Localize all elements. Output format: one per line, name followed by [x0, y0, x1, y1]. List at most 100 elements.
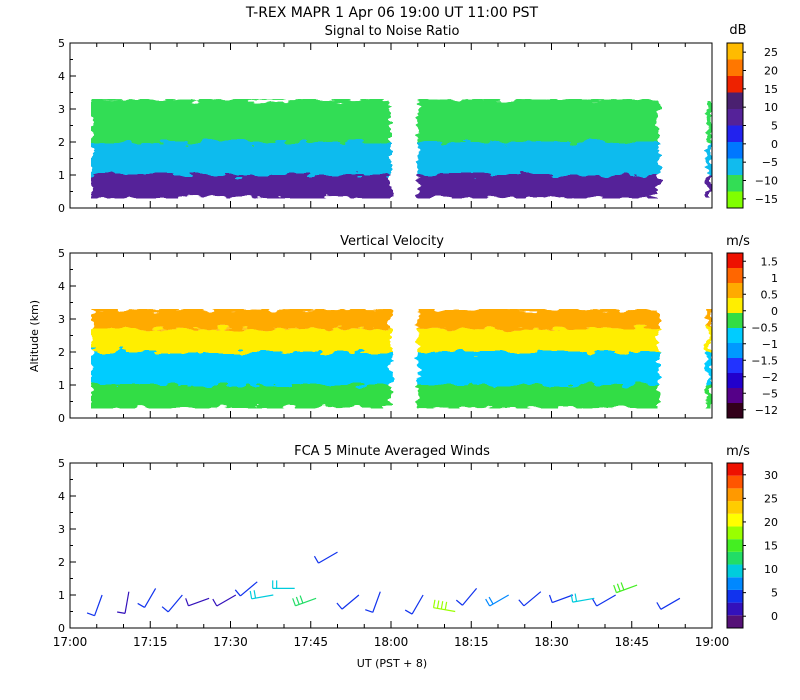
colorbar-swatch: [727, 109, 743, 126]
wind-barb-flag: [161, 606, 169, 613]
colorbar-swatch: [727, 191, 743, 208]
colorbar-label: −1.5: [751, 354, 778, 367]
x-axis-label: UT (PST + 8): [357, 657, 427, 670]
colorbar-swatch: [727, 602, 743, 616]
wind-barb: [365, 591, 381, 613]
snr-level-band: [91, 99, 392, 109]
colorbar-swatch: [727, 589, 743, 603]
vv-level-band: [417, 352, 659, 385]
wind-x-ticks: [69, 463, 713, 628]
time-tick-label: 17:00: [53, 635, 88, 649]
wind-barb-flag: [185, 598, 189, 607]
wind-barb-shaft: [295, 597, 317, 607]
wind-barb-flag: [616, 583, 621, 592]
snr-level-band: [417, 99, 659, 109]
y-tick-label: 5: [58, 37, 65, 50]
colorbar-swatch: [727, 43, 743, 60]
wind-barb-shaft: [616, 584, 638, 594]
time-tick-label: 18:30: [534, 635, 569, 649]
wind-barb-flag: [365, 609, 373, 613]
colorbar-label: −1: [762, 338, 778, 351]
colorbar-swatch: [727, 253, 743, 268]
vv-title: Vertical Velocity: [340, 234, 444, 249]
colorbar-swatch: [727, 615, 743, 628]
wind-barb-flag: [292, 598, 296, 607]
wind-barb-flag: [440, 601, 444, 610]
wind-barb-shaft: [433, 607, 456, 613]
colorbar-label: −0.5: [751, 321, 778, 334]
wind-barb: [234, 581, 258, 597]
snr-x-ticks: [69, 43, 713, 208]
vv-x-ticks: [69, 253, 713, 418]
y-tick-label: 4: [58, 490, 65, 503]
colorbar-label: 25: [764, 46, 778, 59]
colorbar-label: −2: [762, 371, 778, 384]
colorbar-swatch: [727, 373, 743, 388]
colorbar-label: −10: [755, 175, 778, 188]
colorbar-swatch: [727, 551, 743, 565]
colorbar-label: 5: [771, 587, 778, 600]
vv-level-band: [706, 385, 712, 409]
vv-level-band: [417, 385, 659, 409]
wind-barb-shaft: [167, 594, 183, 613]
wind-barb-flag: [212, 598, 218, 607]
colorbar-label: 1: [771, 272, 778, 285]
wind-barb-shaft: [660, 597, 681, 610]
snr-panel: Signal to Noise Ratio 0 1 2 3 4 5 dB −15 −10 −5…: [58, 23, 778, 215]
y-tick-label: 3: [58, 103, 65, 116]
y-tick-label: 1: [58, 379, 65, 392]
wind-plot-frame: [69, 462, 713, 629]
colorbar-swatch: [727, 142, 743, 159]
snr-data-area: [91, 99, 712, 199]
colorbar-label: −5: [762, 387, 778, 400]
colorbar-swatch: [727, 403, 743, 418]
wind-barb-shaft: [461, 588, 478, 606]
snr-level-band: [417, 175, 659, 199]
wind-barb-shaft: [411, 594, 424, 615]
vv-level-band: [706, 352, 712, 385]
vv-level-band: [91, 352, 392, 385]
snr-units: dB: [729, 23, 746, 38]
vv-level-band: [91, 309, 392, 329]
wind-barb: [272, 580, 295, 590]
wind-barb-flag: [620, 582, 625, 591]
y-tick-label: 0: [58, 202, 65, 215]
wind-barb-flag: [444, 601, 448, 610]
wind-barb: [161, 594, 183, 613]
time-tick-label: 17:45: [293, 635, 328, 649]
wind-barb-shaft: [341, 594, 360, 610]
colorbar-label: 0.5: [761, 288, 779, 301]
colorbar-swatch: [727, 501, 743, 514]
colorbar-swatch: [727, 577, 743, 590]
wind-barb-shaft: [124, 591, 130, 614]
wind-barb: [249, 590, 274, 600]
colorbar-swatch: [727, 158, 743, 175]
wind-y-axis: 0 1 2 3 4 5: [58, 457, 76, 635]
wind-barb: [592, 594, 617, 607]
colorbar-swatch: [727, 539, 743, 552]
wind-barb: [548, 594, 574, 604]
colorbar-label: 20: [764, 65, 778, 78]
snr-level-band: [91, 175, 392, 199]
vv-colorbar: −12 −5 −2 −1.5 −1 −0.5 0 0.5 1 1.5: [726, 252, 779, 419]
wind-barb: [518, 591, 542, 607]
wind-barb-flag: [295, 596, 300, 605]
snr-level-band: [417, 142, 659, 175]
colorbar-label: −5: [762, 156, 778, 169]
colorbar-swatch: [727, 513, 743, 527]
wind-barb-shaft: [372, 591, 381, 613]
time-tick-label: 19:00: [695, 635, 730, 649]
wind-barb-flag: [455, 599, 463, 606]
y-tick-label: 4: [58, 70, 65, 83]
colorbar-label: 15: [764, 83, 778, 96]
colorbar-swatch: [727, 59, 743, 76]
wind-barb: [117, 591, 130, 614]
wind-barb-flag: [253, 590, 257, 599]
snr-field: [91, 99, 712, 199]
vv-y-axis: 0 1 2 3 4 5: [58, 247, 76, 425]
wind-barb-shaft: [94, 594, 103, 616]
y-tick-label: 3: [58, 313, 65, 326]
colorbar-swatch: [727, 175, 743, 192]
colorbar-swatch: [727, 283, 743, 298]
wind-barb-flag: [570, 594, 574, 603]
